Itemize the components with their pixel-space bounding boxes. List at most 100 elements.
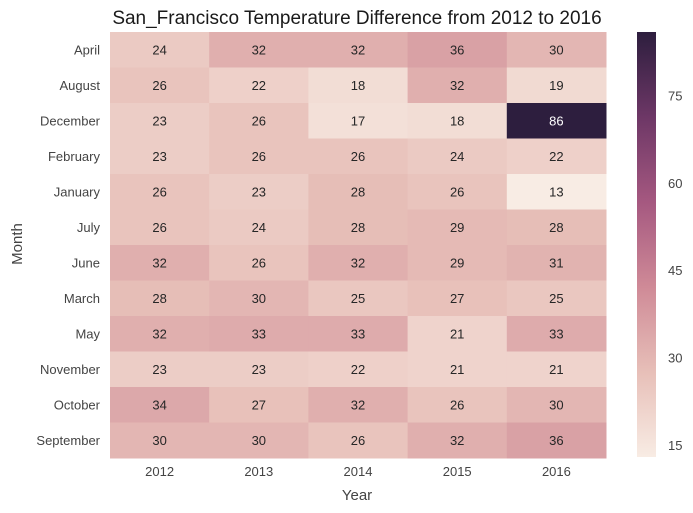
cell-value-label: 28 bbox=[351, 220, 365, 235]
y-tick-label: February bbox=[48, 149, 101, 164]
cell-value-label: 26 bbox=[351, 149, 365, 164]
cell-value-label: 21 bbox=[450, 326, 464, 341]
cell-value-label: 30 bbox=[252, 433, 266, 448]
colorbar-tick-label: 30 bbox=[668, 351, 682, 366]
cell-value-label: 30 bbox=[549, 397, 563, 412]
y-axis-ticks: April August December February January July Ju… bbox=[36, 42, 100, 448]
cell-value-label: 33 bbox=[351, 326, 365, 341]
cell-value-label: 26 bbox=[152, 78, 166, 93]
heatmap-cell bbox=[308, 32, 409, 68]
heatmap-cell bbox=[308, 351, 409, 388]
heatmap-cell bbox=[308, 316, 409, 352]
cell-value-label: 28 bbox=[351, 184, 365, 199]
heatmap-cell bbox=[110, 316, 210, 352]
heatmap-cell bbox=[209, 138, 309, 175]
cell-value-label: 24 bbox=[152, 42, 166, 57]
x-axis-label: Year bbox=[342, 487, 372, 504]
heatmap-cell bbox=[308, 209, 409, 246]
cell-value-label: 28 bbox=[549, 220, 563, 235]
cell-value-label: 17 bbox=[351, 113, 365, 128]
heatmap-cell bbox=[308, 280, 409, 317]
cell-value-label: 32 bbox=[351, 42, 365, 57]
heatmap-cell bbox=[209, 351, 309, 388]
heatmap-cell bbox=[110, 174, 210, 210]
heatmap-cell bbox=[506, 138, 607, 175]
x-tick-label: 2014 bbox=[344, 464, 373, 479]
cell-value-label: 28 bbox=[152, 291, 166, 306]
heatmap-cell bbox=[110, 245, 210, 281]
heatmap-cell bbox=[209, 32, 309, 68]
heatmap-cell bbox=[407, 280, 508, 317]
heatmap-cell bbox=[110, 387, 210, 423]
heatmap-cell bbox=[110, 67, 210, 104]
y-tick-label: April bbox=[74, 42, 100, 57]
cell-value-label: 26 bbox=[252, 255, 266, 270]
heatmap-cell bbox=[506, 387, 607, 423]
heatmap-cell bbox=[407, 138, 508, 175]
heatmap-cell bbox=[110, 209, 210, 246]
cell-value-label: 23 bbox=[152, 149, 166, 164]
heatmap-cell bbox=[308, 245, 409, 281]
cell-value-label: 26 bbox=[252, 113, 266, 128]
heatmap-cell bbox=[110, 280, 210, 317]
cell-value-label: 33 bbox=[252, 326, 266, 341]
y-tick-label: August bbox=[60, 78, 101, 93]
cell-value-label: 27 bbox=[252, 397, 266, 412]
cell-value-label: 24 bbox=[252, 220, 266, 235]
heatmap-cell bbox=[110, 422, 210, 459]
chart-title: San_Francisco Temperature Difference fro… bbox=[112, 8, 601, 29]
cell-value-label: 26 bbox=[450, 184, 464, 199]
cell-value-label: 24 bbox=[450, 149, 464, 164]
y-tick-label: March bbox=[64, 291, 100, 306]
heatmap-cell bbox=[209, 103, 309, 139]
heatmap-cell bbox=[308, 174, 409, 210]
heatmap-cell bbox=[308, 67, 409, 104]
heatmap-cell bbox=[308, 422, 409, 459]
colorbar-ticks: 15 30 45 60 75 bbox=[668, 89, 682, 453]
cell-value-label: 22 bbox=[549, 149, 563, 164]
x-tick-label: 2015 bbox=[443, 464, 472, 479]
heatmap-cell bbox=[407, 32, 508, 68]
colorbar-tick-label: 45 bbox=[668, 263, 682, 278]
y-tick-label: May bbox=[75, 326, 100, 341]
cell-value-label: 33 bbox=[549, 326, 563, 341]
cell-value-label: 23 bbox=[252, 362, 266, 377]
heatmap-cell bbox=[308, 138, 409, 175]
heatmap-cell bbox=[209, 245, 309, 281]
heatmap-cell bbox=[407, 67, 508, 104]
cell-value-label: 86 bbox=[549, 113, 563, 128]
heatmap-cell bbox=[506, 209, 607, 246]
heatmap-cell bbox=[209, 209, 309, 246]
heatmap-cell bbox=[506, 316, 607, 352]
colorbar bbox=[637, 32, 656, 457]
colorbar-tick-label: 15 bbox=[668, 438, 682, 453]
cell-value-label: 18 bbox=[450, 113, 464, 128]
cell-value-label: 25 bbox=[549, 291, 563, 306]
cell-value-label: 36 bbox=[549, 433, 563, 448]
cell-value-label: 30 bbox=[152, 433, 166, 448]
heatmap-cell bbox=[506, 67, 607, 104]
heatmap-cell bbox=[110, 103, 210, 139]
heatmap-cell bbox=[506, 32, 607, 68]
heatmap-cells: 24 32 32 36 30 26 22 18 32 19 23 26 17 18 86 23 26 26 24 22… bbox=[110, 32, 607, 459]
x-tick-label: 2012 bbox=[145, 464, 174, 479]
y-tick-label: July bbox=[77, 220, 101, 235]
heatmap-cell bbox=[506, 103, 607, 139]
cell-value-label: 32 bbox=[351, 397, 365, 412]
x-tick-label: 2016 bbox=[542, 464, 571, 479]
y-tick-label: October bbox=[54, 397, 101, 412]
heatmap-cell bbox=[308, 387, 409, 423]
x-tick-label: 2013 bbox=[244, 464, 273, 479]
heatmap-cell bbox=[209, 280, 309, 317]
cell-value-label: 22 bbox=[351, 362, 365, 377]
heatmap-cell bbox=[209, 422, 309, 459]
cell-value-label: 18 bbox=[351, 78, 365, 93]
cell-value-label: 32 bbox=[252, 42, 266, 57]
heatmap-cell bbox=[110, 32, 210, 68]
cell-value-label: 27 bbox=[450, 291, 464, 306]
cell-value-label: 23 bbox=[252, 184, 266, 199]
cell-value-label: 30 bbox=[549, 42, 563, 57]
cell-value-label: 21 bbox=[549, 362, 563, 377]
cell-value-label: 22 bbox=[252, 78, 266, 93]
